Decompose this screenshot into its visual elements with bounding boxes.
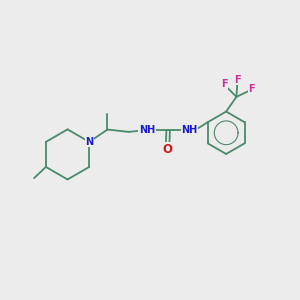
Text: NH: NH bbox=[181, 125, 197, 135]
Text: F: F bbox=[235, 75, 241, 85]
Text: O: O bbox=[163, 143, 172, 156]
Text: NH: NH bbox=[139, 125, 155, 135]
Text: N: N bbox=[85, 137, 93, 147]
Text: F: F bbox=[221, 80, 227, 89]
Text: F: F bbox=[248, 85, 255, 94]
